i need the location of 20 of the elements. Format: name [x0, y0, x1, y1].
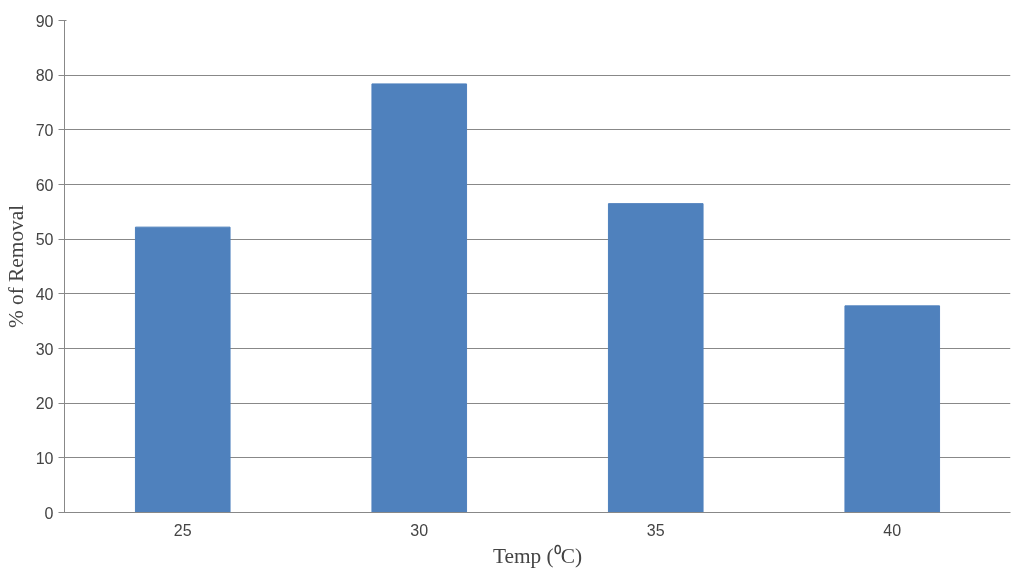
- y-tick-label: 60: [35, 176, 54, 194]
- y-tick-label: 30: [35, 340, 54, 358]
- y-tick-label: 80: [35, 67, 54, 85]
- bar: [607, 203, 704, 513]
- x-tick-label: 25: [173, 521, 192, 539]
- y-tick-label: 70: [35, 121, 54, 139]
- y-tick-label: 50: [35, 231, 54, 249]
- y-tick-label: 90: [35, 12, 54, 30]
- bar: [134, 226, 231, 513]
- x-axis-title: Temp (⁰C): [492, 543, 583, 568]
- y-tick-label: 40: [35, 285, 54, 303]
- y-tick-label: 0: [44, 504, 54, 522]
- x-tick-label: 30: [410, 521, 429, 539]
- x-tick-label: 40: [883, 521, 902, 539]
- y-axis-title: % of Removal: [3, 204, 28, 329]
- x-tick-label: 35: [646, 521, 665, 539]
- bar: [371, 83, 468, 513]
- bar: [844, 305, 941, 513]
- y-tick-label: 20: [35, 395, 54, 413]
- y-tick-label: 10: [35, 449, 54, 467]
